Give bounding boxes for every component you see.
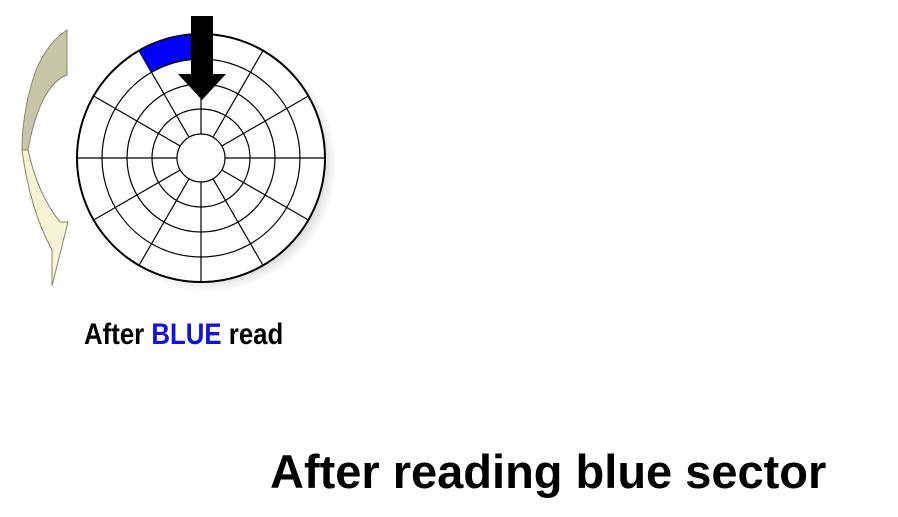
disk-hub: [176, 133, 226, 183]
caption: After BLUE read: [84, 318, 283, 352]
rotation-arrow-front-band: [21, 149, 69, 287]
caption-suffix: read: [221, 318, 284, 351]
sector-divider: [221, 169, 309, 221]
read-head-arrow-tip: [178, 74, 226, 100]
disk-platter: [76, 33, 326, 283]
rotation-arrow-back-band: [21, 29, 68, 151]
sector-divider: [93, 169, 181, 221]
read-head-arrow-shaft: [191, 16, 213, 76]
rotation-arrow: [21, 29, 69, 287]
sector-divider: [221, 95, 309, 147]
sector-divider: [212, 178, 264, 266]
caption-prefix: After: [84, 318, 152, 351]
read-head-arrow: [178, 16, 226, 100]
sector-divider: [138, 50, 190, 138]
sector-divider: [93, 95, 181, 147]
caption-highlight: BLUE: [151, 318, 222, 351]
sector-divider: [138, 178, 190, 266]
sector-divider: [212, 50, 264, 138]
slide-title: After reading blue sector: [270, 445, 827, 498]
